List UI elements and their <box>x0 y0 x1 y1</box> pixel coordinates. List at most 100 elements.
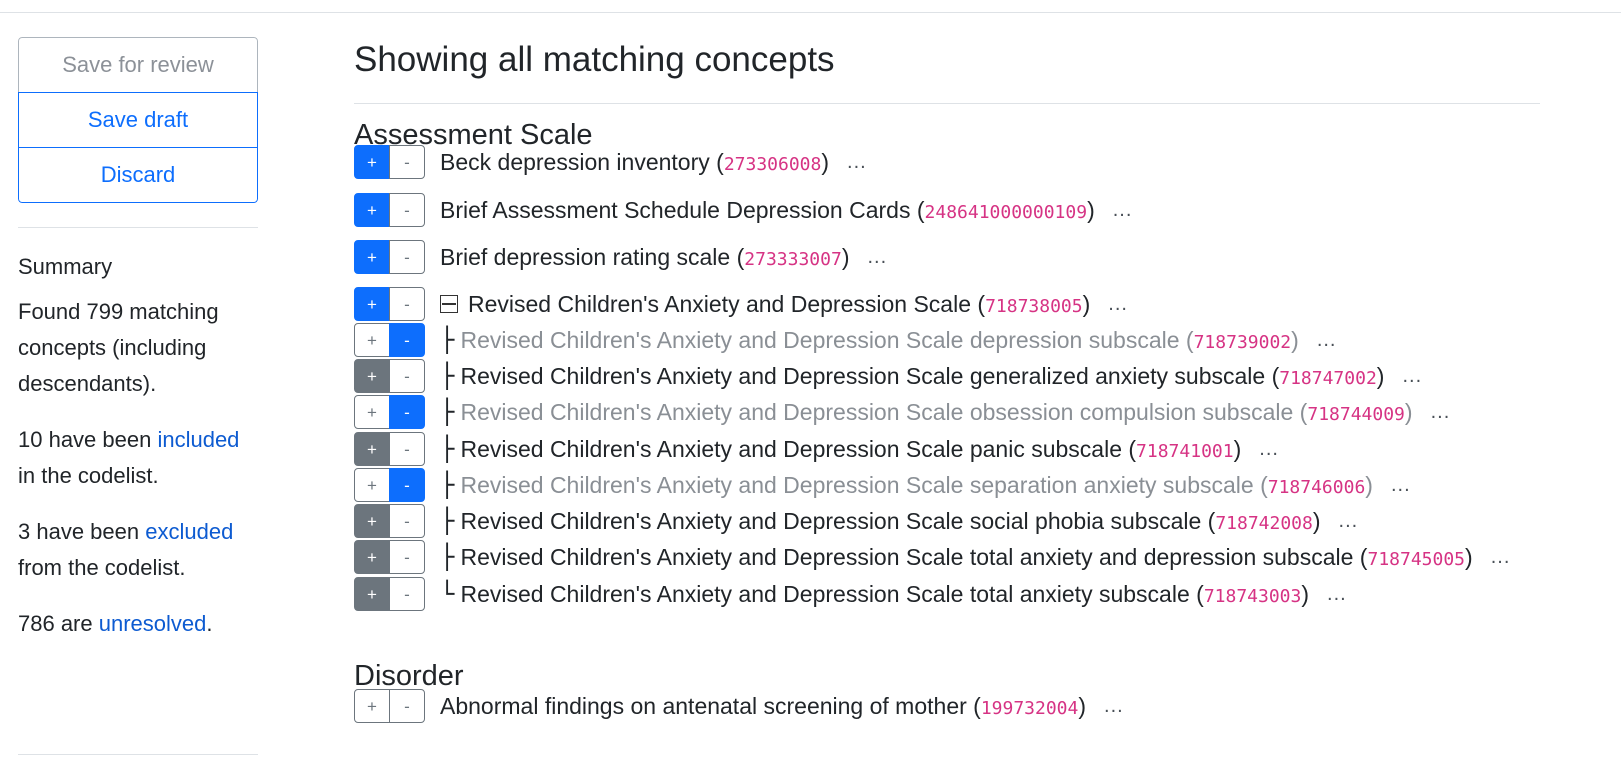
concept-row: + - ├ Revised Children's Anxiety and Depres… <box>354 322 1336 358</box>
more-options-button[interactable]: ... <box>1338 509 1359 532</box>
include-button[interactable]: + <box>354 689 390 723</box>
more-options-button[interactable]: ... <box>1316 328 1337 351</box>
tree-branch: ├ <box>440 543 455 571</box>
concept-code: 718743003 <box>1203 585 1302 607</box>
exclude-button[interactable]: - <box>389 287 425 321</box>
include-exclude-toggle: + - <box>354 145 426 179</box>
summary: Summary Found 799 matching concepts (inc… <box>18 254 258 642</box>
include-exclude-toggle: + - <box>354 432 426 466</box>
include-exclude-toggle: + - <box>354 689 426 723</box>
title-divider <box>354 103 1540 104</box>
save-draft-button[interactable]: Save draft <box>18 92 258 148</box>
excluded-link[interactable]: excluded <box>145 519 234 544</box>
excluded-summary: 3 have been excluded from the codelist. <box>18 514 258 586</box>
concept-term: Brief depression rating scale (273333007… <box>440 243 850 270</box>
exclude-button[interactable]: - <box>389 359 425 393</box>
include-button[interactable]: + <box>354 145 390 179</box>
unresolved-link[interactable]: unresolved <box>98 611 207 636</box>
more-options-button[interactable]: ... <box>867 245 888 268</box>
more-options-button[interactable]: ... <box>1390 473 1411 496</box>
more-options-button[interactable]: ... <box>847 150 867 173</box>
concept-code: 718746006 <box>1267 476 1366 498</box>
sidebar: Save for review Save draft Discard Summa… <box>18 37 258 755</box>
concept-row: + - ├ Revised Children's Anxiety and Depres… <box>354 431 1279 467</box>
concept-term-text: Brief depression rating scale <box>440 243 731 270</box>
include-exclude-toggle: + - <box>354 395 426 429</box>
tree-branch: ├ <box>440 398 455 426</box>
concept-term-text: Brief Assessment Schedule Depression Car… <box>440 196 911 223</box>
concept-row: + - ├ Revised Children's Anxiety and Depres… <box>354 467 1411 503</box>
concept-code: 718745005 <box>1367 548 1466 570</box>
concept-term-text: Revised Children's Anxiety and Depressio… <box>468 290 971 317</box>
more-options-button[interactable]: ... <box>1430 400 1451 423</box>
include-button[interactable]: + <box>354 540 390 574</box>
discard-button[interactable]: Discard <box>18 147 258 203</box>
include-button[interactable]: + <box>354 504 390 538</box>
exclude-button[interactable]: - <box>389 504 425 538</box>
unresolved-post: . <box>206 611 213 636</box>
exclude-button[interactable]: - <box>389 432 425 466</box>
tree-branch: ├ <box>440 362 455 390</box>
tree-branch: ├ <box>440 507 455 535</box>
unresolved-pre: 786 are <box>18 611 99 636</box>
concept-row: + - Beck depression inventory (273306008).… <box>354 144 867 180</box>
include-exclude-toggle: + - <box>354 577 426 611</box>
exclude-button[interactable]: - <box>389 240 425 274</box>
exclude-button[interactable]: - <box>389 540 425 574</box>
tree-branch: ├ <box>440 471 455 499</box>
concept-row: + - Brief Assessment Schedule Depression C… <box>354 192 1132 228</box>
excluded-post: from the codelist. <box>18 555 186 580</box>
more-options-button[interactable]: ... <box>1402 364 1423 387</box>
concept-term: Revised Children's Anxiety and Depressio… <box>460 435 1242 462</box>
exclude-button[interactable]: - <box>389 468 425 502</box>
concept-code: 718741001 <box>1136 440 1234 462</box>
concept-term: Revised Children's Anxiety and Depressio… <box>460 580 1310 607</box>
exclude-button[interactable]: - <box>389 689 425 723</box>
more-options-button[interactable]: ... <box>1104 694 1124 717</box>
concept-term-text: Revised Children's Anxiety and Depressio… <box>460 580 1190 607</box>
collapse-icon[interactable] <box>440 295 458 313</box>
include-button[interactable]: + <box>354 240 390 274</box>
concept-row: + - ├ Revised Children's Anxiety and Depres… <box>354 394 1450 430</box>
include-button[interactable]: + <box>354 287 390 321</box>
tree-branch: ├ <box>440 435 455 463</box>
concept-term-text: Revised Children's Anxiety and Depressio… <box>460 543 1354 570</box>
include-button[interactable]: + <box>354 432 390 466</box>
exclude-button[interactable]: - <box>389 323 425 357</box>
more-options-button[interactable]: ... <box>1108 292 1128 315</box>
include-exclude-toggle: + - <box>354 359 426 393</box>
include-button[interactable]: + <box>354 395 390 429</box>
concept-code: 718739002 <box>1193 331 1292 353</box>
concept-code: 718747002 <box>1279 367 1377 389</box>
included-link[interactable]: included <box>157 427 240 452</box>
include-button[interactable]: + <box>354 323 390 357</box>
include-button[interactable]: + <box>354 359 390 393</box>
more-options-button[interactable]: ... <box>1112 198 1133 221</box>
include-button[interactable]: + <box>354 193 390 227</box>
exclude-button[interactable]: - <box>389 193 425 227</box>
more-options-button[interactable]: ... <box>1259 437 1279 460</box>
include-button[interactable]: + <box>354 468 390 502</box>
concept-term-text: Revised Children's Anxiety and Depressio… <box>460 362 1266 389</box>
concept-term: Revised Children's Anxiety and Depressio… <box>460 326 1299 353</box>
include-button[interactable]: + <box>354 577 390 611</box>
tree-branch: ├ <box>440 326 455 354</box>
more-options-button[interactable]: ... <box>1490 545 1511 568</box>
include-exclude-toggle: + - <box>354 504 426 538</box>
included-summary: 10 have been included in the codelist. <box>18 422 258 494</box>
concept-term: Revised Children's Anxiety and Depressio… <box>460 507 1321 534</box>
exclude-button[interactable]: - <box>389 395 425 429</box>
concept-row: + - ├ Revised Children's Anxiety and Depres… <box>354 358 1422 394</box>
concept-term-text: Revised Children's Anxiety and Depressio… <box>460 398 1294 425</box>
section-title: Disorder <box>354 660 464 692</box>
concept-term-text: Revised Children's Anxiety and Depressio… <box>460 471 1254 498</box>
exclude-button[interactable]: - <box>389 145 425 179</box>
concept-row: + - ├ Revised Children's Anxiety and Depres… <box>354 539 1510 575</box>
concept-code: 248641000000109 <box>924 201 1088 223</box>
included-post: in the codelist. <box>18 463 159 488</box>
exclude-button[interactable]: - <box>389 577 425 611</box>
included-pre: 10 have been <box>18 427 158 452</box>
more-options-button[interactable]: ... <box>1327 582 1347 605</box>
save-for-review-button[interactable]: Save for review <box>18 37 258 93</box>
include-exclude-toggle: + - <box>354 287 426 321</box>
